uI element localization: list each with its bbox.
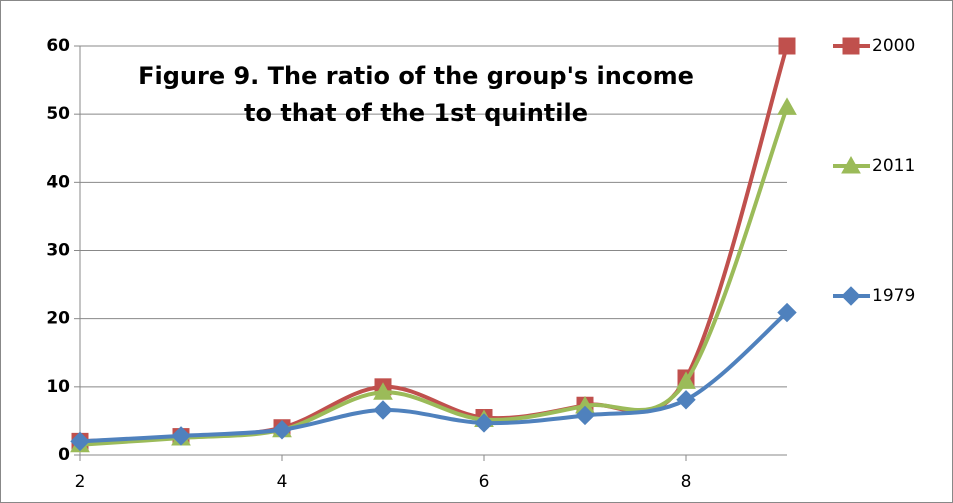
marker	[575, 405, 595, 426]
marker	[842, 37, 860, 55]
x-tick-label: 2	[75, 472, 86, 492]
marker	[373, 400, 393, 420]
x-tick-label: 6	[479, 472, 490, 492]
legend-label: 2011	[872, 156, 915, 176]
marker	[70, 431, 90, 452]
x-tick-label: 4	[277, 472, 288, 492]
marker	[171, 426, 191, 446]
marker	[676, 390, 696, 410]
y-tick-label: 60	[46, 36, 70, 56]
marker	[272, 420, 292, 440]
marker	[474, 413, 494, 433]
y-tick-label: 0	[58, 445, 70, 465]
legend-label: 1979	[872, 286, 915, 306]
marker	[777, 97, 797, 115]
marker	[676, 371, 696, 389]
marker	[373, 382, 393, 400]
chart-title: Figure 9. The ratio of the group's incom…	[138, 62, 694, 90]
x-tick-label: 8	[681, 472, 692, 492]
y-tick-label: 50	[46, 104, 70, 124]
y-tick-label: 40	[46, 172, 70, 192]
y-tick-label: 10	[46, 377, 70, 397]
legend-label: 2000	[872, 36, 915, 56]
marker	[841, 155, 861, 174]
chart-title: to that of the 1st quintile	[244, 99, 588, 127]
y-tick-label: 20	[46, 309, 70, 329]
y-tick-label: 30	[46, 241, 70, 261]
marker	[841, 286, 861, 306]
marker	[778, 37, 796, 55]
marker	[777, 302, 797, 323]
